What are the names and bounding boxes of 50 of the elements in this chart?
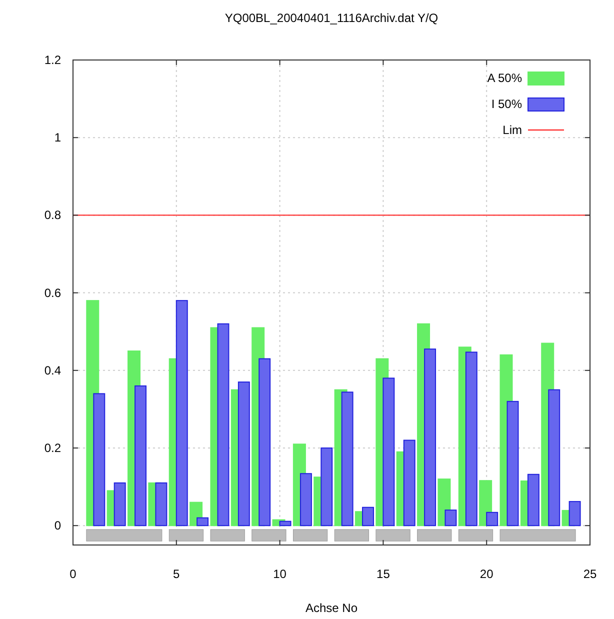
legend-label: Lim	[502, 123, 522, 137]
bar	[376, 529, 410, 542]
y-tick-label: 0.4	[44, 363, 62, 378]
x-tick-label: 10	[273, 567, 287, 581]
bar	[217, 323, 230, 526]
y-tick-label: 0.8	[44, 208, 62, 222]
bar	[458, 529, 494, 542]
bar	[341, 392, 354, 526]
y-tick-label: 0	[54, 518, 62, 533]
bar	[417, 529, 452, 542]
x-tick-label: 15	[376, 567, 390, 581]
bar	[134, 385, 146, 526]
bar	[382, 378, 395, 526]
bar	[252, 529, 286, 542]
bar	[548, 389, 560, 526]
bar	[320, 448, 333, 526]
bar	[362, 506, 374, 526]
bar	[527, 474, 540, 526]
bar	[506, 400, 519, 526]
bar	[424, 348, 436, 526]
bar	[444, 510, 457, 526]
bar	[258, 358, 271, 526]
y-tick-label: 0.6	[44, 286, 62, 300]
x-tick-label: 5	[173, 567, 180, 581]
x-tick-label: 20	[480, 567, 494, 581]
bar	[176, 300, 188, 526]
bar	[93, 393, 106, 526]
legend-label: A 50%	[487, 71, 522, 85]
bar	[300, 473, 312, 526]
y-tick-label: 0.2	[44, 441, 62, 455]
bar	[465, 352, 478, 526]
bar	[114, 482, 126, 526]
legend-label: I 50%	[491, 97, 522, 111]
y-tick-label: 1	[54, 130, 62, 145]
bar	[210, 529, 245, 542]
bar	[486, 512, 498, 526]
bar	[403, 440, 416, 526]
bar	[155, 482, 168, 526]
bar	[292, 529, 328, 542]
x-tick-label: 25	[583, 567, 597, 581]
bar	[238, 382, 250, 526]
bar	[168, 529, 204, 542]
x-tick-label: 0	[70, 567, 77, 581]
bar	[568, 501, 581, 526]
bar	[334, 529, 369, 542]
y-tick-label: 1.2	[44, 53, 62, 67]
bar	[196, 517, 209, 526]
chart-title: YQ00BL_20040401_1116Archiv.dat Y/Q	[224, 11, 438, 25]
bar	[279, 520, 292, 526]
x-axis-title: Achse No	[305, 601, 358, 615]
